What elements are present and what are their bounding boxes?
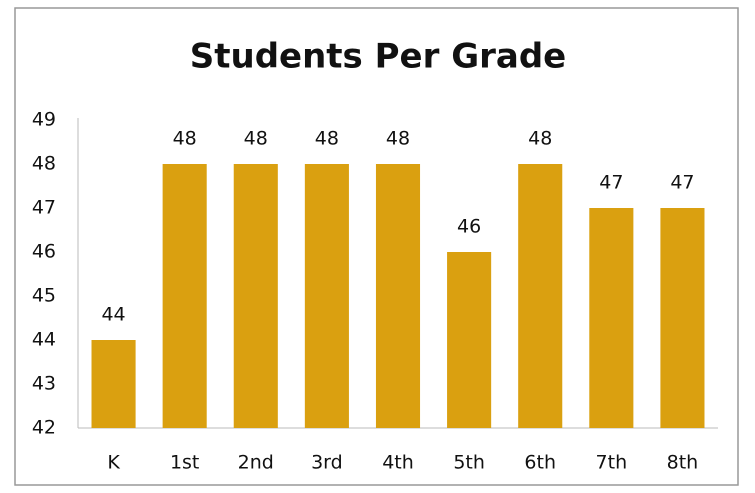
data-label: 47	[670, 172, 694, 194]
bar	[162, 164, 207, 428]
y-tick-label: 48	[32, 153, 56, 175]
data-label: 48	[315, 128, 339, 150]
bar	[518, 164, 563, 428]
data-label: 48	[244, 128, 268, 150]
y-tick-label: 42	[32, 417, 56, 439]
bar	[91, 340, 136, 428]
chart-title: Students Per Grade	[190, 37, 566, 77]
data-label: 46	[457, 216, 481, 238]
bar	[660, 208, 705, 428]
x-tick-label: 8th	[667, 452, 699, 474]
y-tick-label: 43	[32, 373, 56, 395]
y-tick-label: 44	[32, 329, 56, 351]
y-tick-label: 46	[32, 241, 56, 263]
bar	[447, 252, 492, 428]
data-label: 47	[599, 172, 623, 194]
data-label: 48	[173, 128, 197, 150]
data-label: 48	[528, 128, 552, 150]
y-tick-label: 49	[32, 109, 56, 131]
x-tick-label: 7th	[596, 452, 628, 474]
bar	[375, 164, 421, 428]
y-tick-label: 47	[32, 197, 56, 219]
data-label: 44	[101, 304, 125, 326]
x-tick-label: 2nd	[238, 452, 274, 474]
bar	[589, 208, 634, 428]
x-tick-label: K	[107, 452, 120, 474]
x-tick-label: 6th	[524, 452, 556, 474]
bar	[233, 164, 278, 428]
data-label: 48	[386, 128, 410, 150]
x-tick-label: 1st	[170, 452, 199, 474]
x-tick-label: 4th	[382, 452, 414, 474]
y-tick-label: 45	[32, 285, 56, 307]
x-tick-label: 3rd	[311, 452, 343, 474]
x-tick-label: 5th	[453, 452, 485, 474]
bar	[304, 164, 349, 428]
